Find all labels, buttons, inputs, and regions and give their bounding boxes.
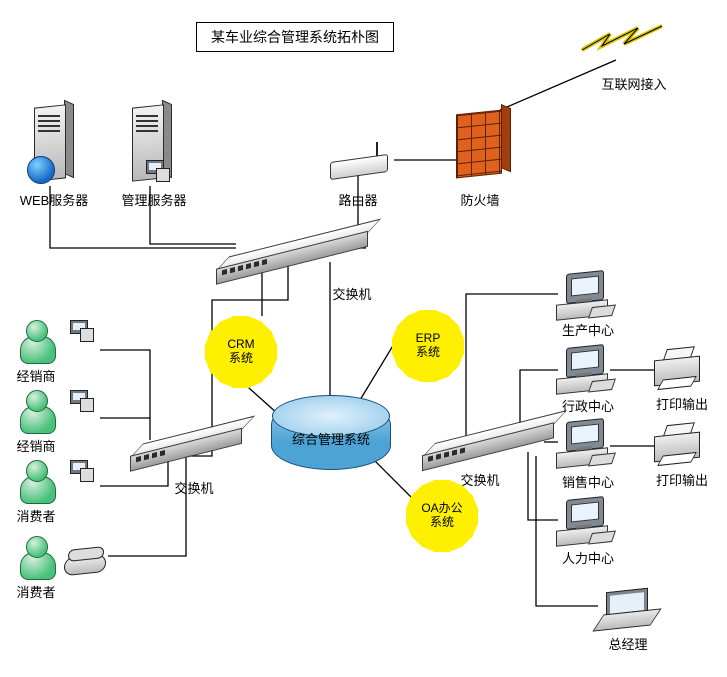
web-server-icon [30,106,74,186]
core-system-label: 综合管理系统 [272,407,390,469]
printer-2-icon [654,424,706,464]
sales-pc-label: 销售中心 [562,472,614,491]
consumer-2-phone-icon [64,548,110,578]
mgmt-server-label: 管理服务器 [121,190,186,209]
router-icon [330,150,394,176]
sales-pc-icon [556,420,614,468]
printer-2-label: 打印输出 [656,470,708,489]
dealer-1-label: 经销商 [16,366,55,385]
dealer-1-desk-icon [70,320,100,346]
internet-label: 互联网接入 [601,74,666,93]
printer-1-label: 打印输出 [656,394,708,413]
web-server-label: WEB服务器 [20,190,89,209]
oa-badge: OA办公系统 [406,480,478,552]
firewall-icon [456,110,502,179]
mgmt-server-icon [128,106,172,186]
dealer-2-icon [16,390,56,434]
admin-pc-label: 行政中心 [562,396,614,415]
topology-diagram: 某车业综合管理系统拓朴图 互联网接入 WEB服务器 管理服务器 路由器 防火墙 … [0,0,727,677]
firewall-label: 防火墙 [460,190,499,209]
consumer-1-icon [16,460,56,504]
diagram-title: 某车业综合管理系统拓朴图 [196,22,394,52]
consumer-1-desk-icon [70,460,100,486]
dealer-2-label: 经销商 [16,436,55,455]
crm-badge-label: CRM系统 [205,316,277,388]
diagram-title-text: 某车业综合管理系统拓朴图 [211,29,379,45]
admin-pc-icon [556,346,614,394]
dealer-2-desk-icon [70,390,100,416]
router-label: 路由器 [338,190,377,209]
hr-pc-icon [556,498,614,546]
consumer-2-icon [16,536,56,580]
prod-pc-icon [556,272,614,320]
crm-badge: CRM系统 [205,316,277,388]
switch-left-icon [130,426,240,471]
consumer-2-label: 消费者 [16,582,55,601]
switch-left-label: 交换机 [174,478,213,497]
core-system-disk: 综合管理系统 [271,400,391,470]
oa-badge-label: OA办公系统 [406,480,478,552]
switch-top-label: 交换机 [332,284,371,303]
printer-1-icon [654,348,706,388]
gm-laptop-icon [598,590,656,630]
hr-pc-label: 人力中心 [562,548,614,567]
consumer-1-label: 消费者 [16,506,55,525]
dealer-1-icon [16,320,56,364]
switch-top-icon [216,229,366,284]
internet-bolt-icon [580,24,664,68]
switch-right-icon [422,421,552,471]
gm-laptop-label: 总经理 [608,634,647,653]
erp-badge: ERP系统 [392,310,464,382]
erp-badge-label: ERP系统 [392,310,464,382]
prod-pc-label: 生产中心 [562,320,614,339]
